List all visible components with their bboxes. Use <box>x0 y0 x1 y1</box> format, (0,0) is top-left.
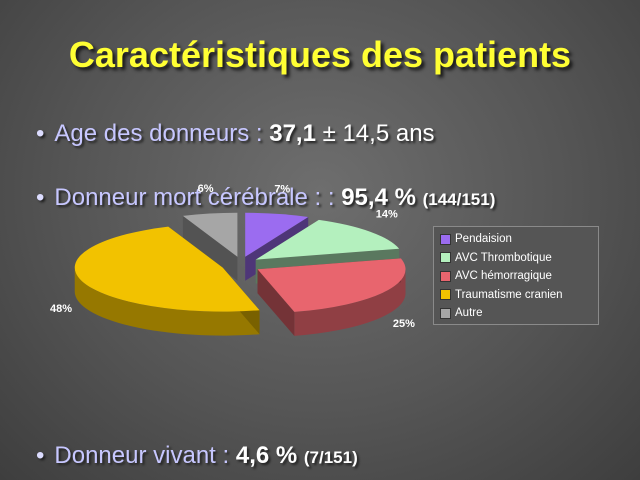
slice-top <box>257 258 406 312</box>
slice-top <box>182 212 238 257</box>
bullet-label: Age des donneurs : <box>54 120 270 147</box>
slice-side <box>294 269 406 336</box>
legend-swatch <box>440 270 451 282</box>
slice-traumatisme-cranien <box>74 226 260 336</box>
pie-label-autre: 6% <box>198 183 214 195</box>
slice-top <box>245 212 309 257</box>
bullet-icon: • <box>36 442 45 469</box>
legend-label: Traumatisme cranien <box>455 288 563 301</box>
slice-avc-hemorragique <box>257 258 406 336</box>
legend-label: AVC hémorragique <box>455 270 552 283</box>
legend-label: Pendaision <box>455 233 512 246</box>
bullet-icon: • <box>36 120 45 147</box>
slice-wall <box>182 215 238 281</box>
legend-item: Pendaision <box>440 230 598 249</box>
legend-item: AVC hémorragique <box>440 267 598 286</box>
chart-legend: Pendaision AVC Thrombotique AVC hémorragiq… <box>433 226 599 325</box>
legend-swatch <box>440 233 451 245</box>
legend-label: AVC Thrombotique <box>455 251 552 264</box>
bullet-value: 4,6 % <box>235 442 298 469</box>
bullet-icon: • <box>36 184 45 211</box>
legend-item: Autre <box>440 304 598 323</box>
bullet-label: Donneur vivant : <box>54 442 236 469</box>
slice-side <box>74 267 260 336</box>
legend-swatch <box>440 252 451 264</box>
bullet-extra: ± 14,5 ans <box>315 120 435 147</box>
bullet-value: 95,4 % <box>341 184 416 211</box>
bullet-count: (144/151) <box>422 190 496 209</box>
slice-autre <box>182 212 238 281</box>
bullet-donneur-vivant: • Donneur vivant : 4,6 % (7/151) <box>36 442 358 470</box>
pie-label-avc-hemorragique: 25% <box>393 318 415 330</box>
pie-label-avc-thrombotique: 14% <box>376 209 398 221</box>
bullet-value: 37,1 <box>269 120 316 147</box>
slice-wall <box>257 269 295 336</box>
legend-item: Traumatisme cranien <box>440 286 598 305</box>
legend-label: Autre <box>455 307 483 320</box>
slice-top <box>255 219 400 260</box>
slide-title: Caractéristiques des patients <box>68 34 572 75</box>
legend-item: AVC Thrombotique <box>440 249 598 268</box>
bullet-label: Donneur mort cérébrale : : <box>54 184 342 211</box>
pie-label-pendaision: 7% <box>274 183 290 195</box>
legend-swatch <box>440 307 451 319</box>
legend-swatch <box>440 289 451 301</box>
slice-top <box>74 226 260 312</box>
bullet-age-donneurs: • Age des donneurs : 37,1 ± 14,5 ans <box>36 120 435 148</box>
bullet-donneur-mort-cerebrale: • Donneur mort cérébrale : : 95,4 % (144/… <box>36 184 495 212</box>
pie-label-traumatisme-cranien: 48% <box>50 303 72 315</box>
bullet-count: (7/151) <box>303 448 358 467</box>
